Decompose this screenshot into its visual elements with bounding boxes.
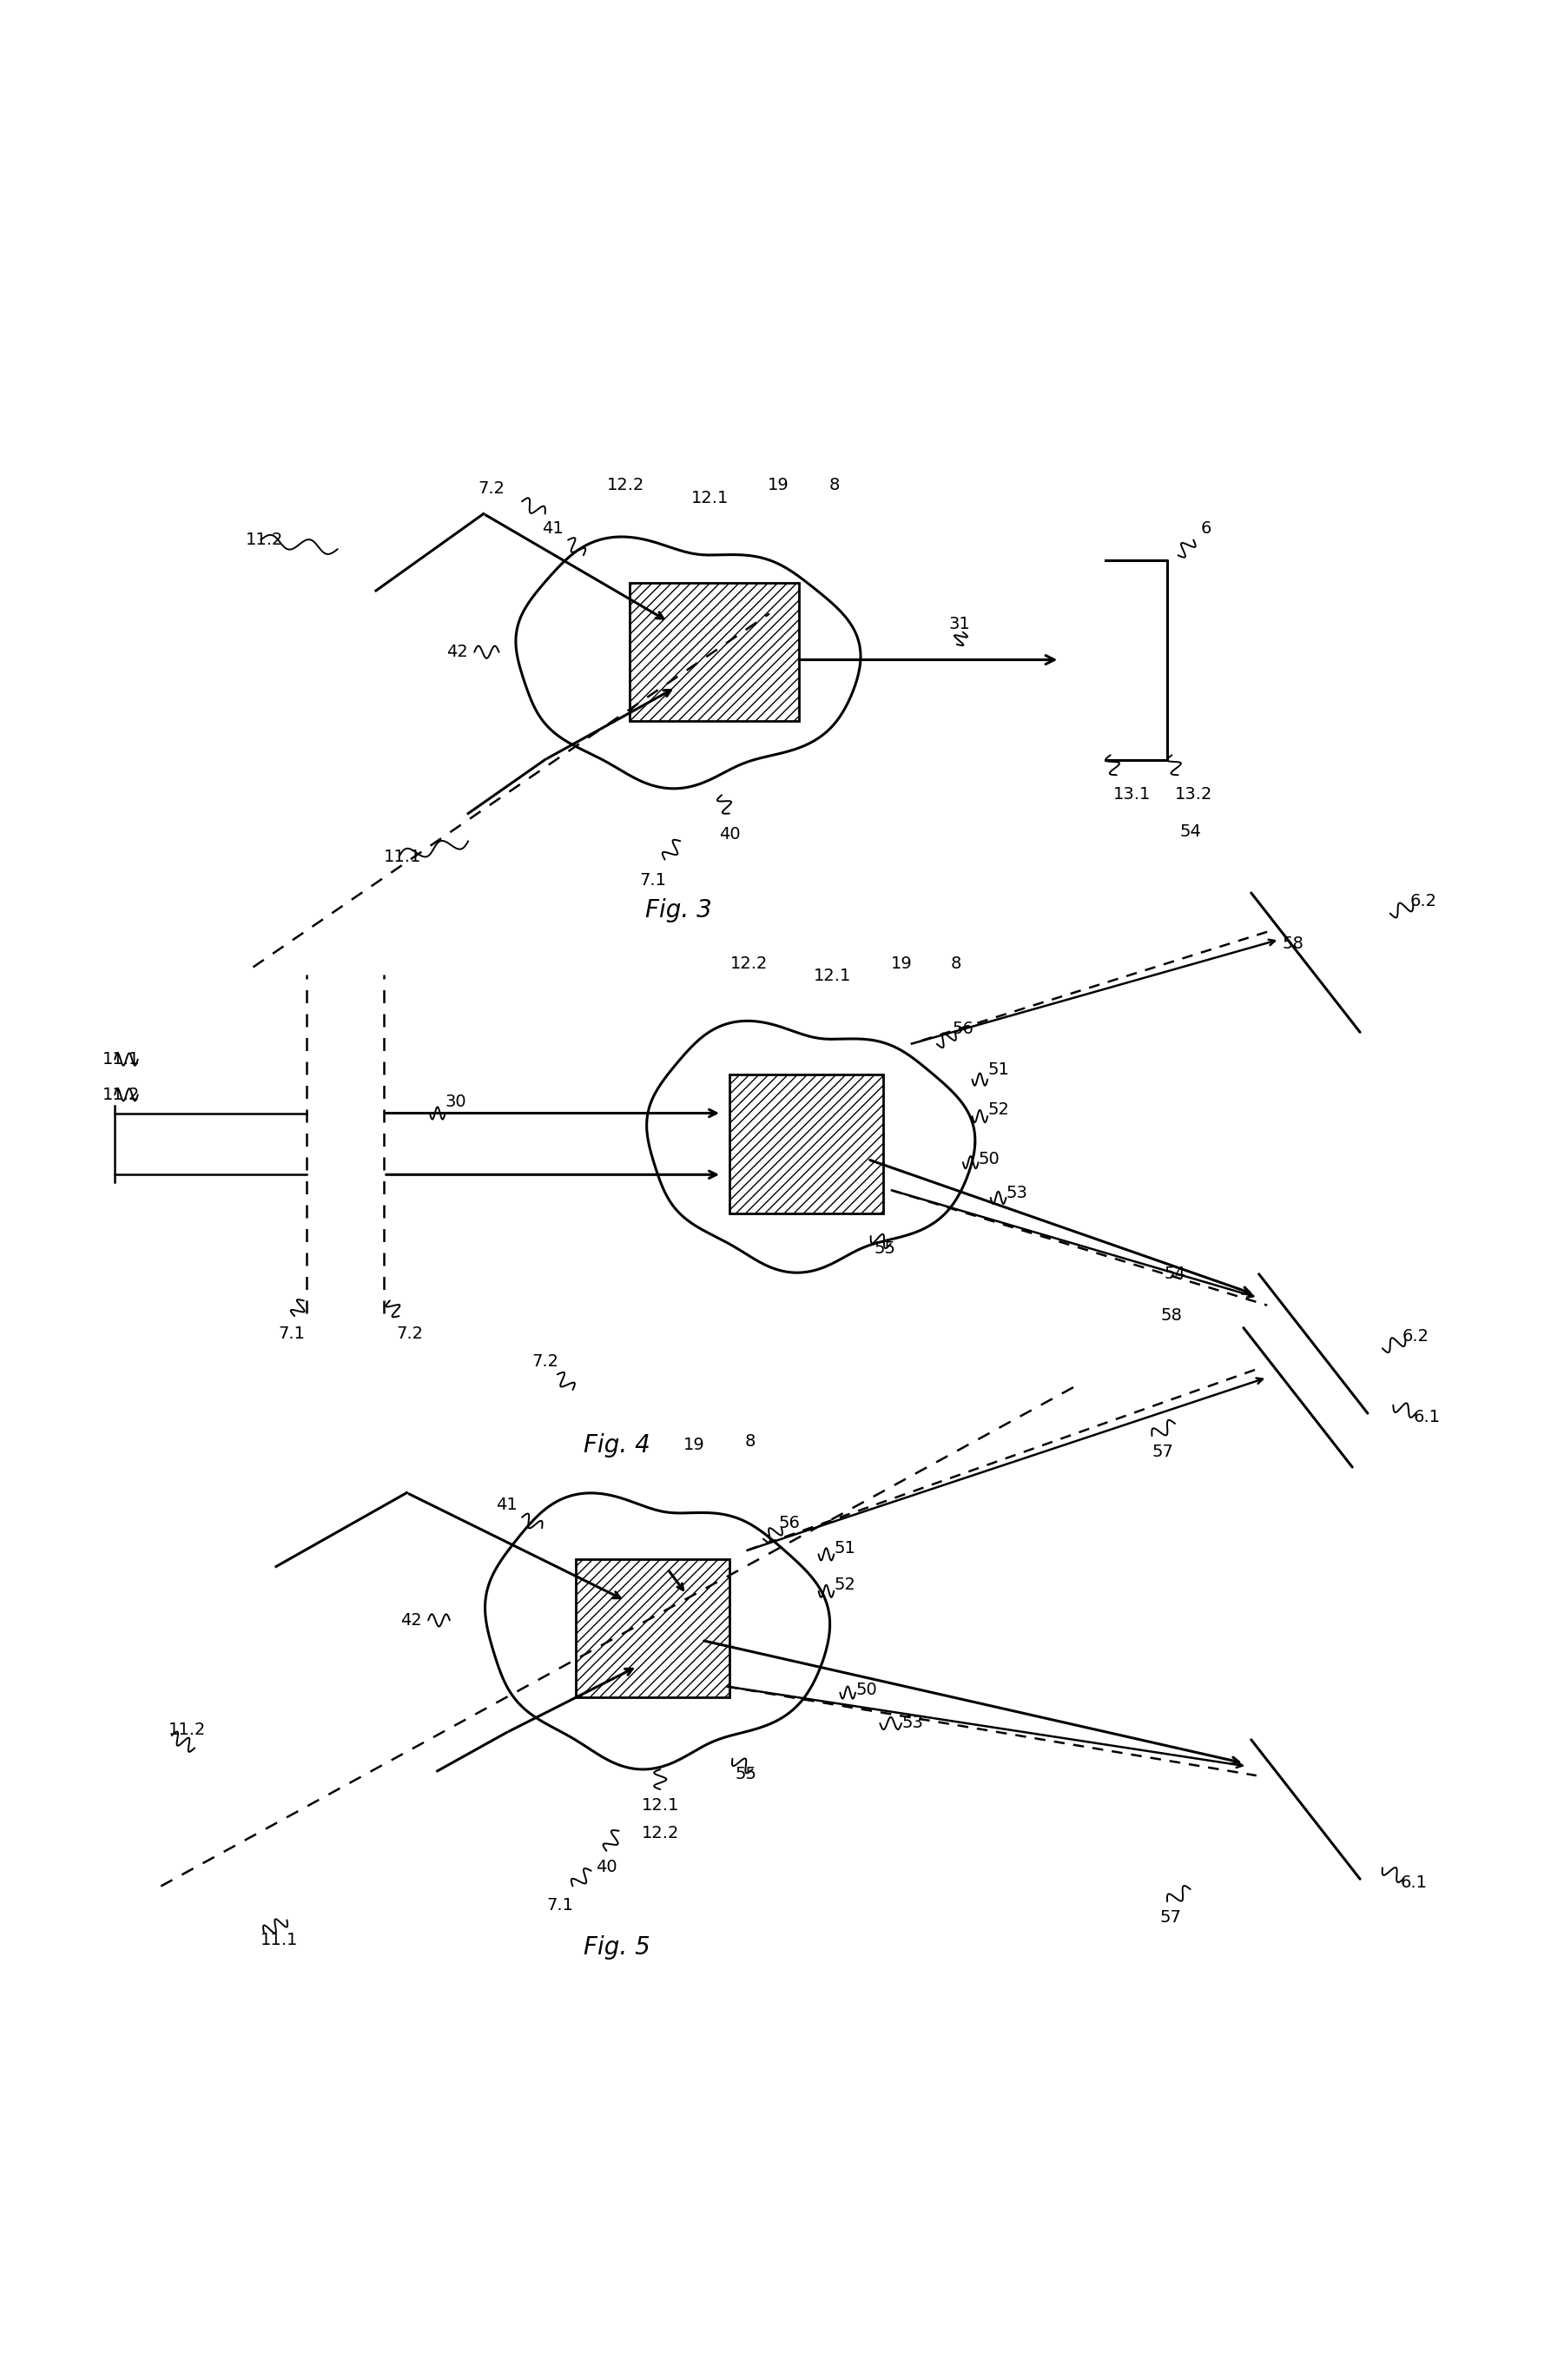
Text: 11.1: 11.1 — [383, 847, 422, 864]
Text: 52: 52 — [988, 1102, 1010, 1119]
Text: 31: 31 — [949, 616, 971, 633]
Text: 53: 53 — [901, 1716, 923, 1733]
Text: 6.2: 6.2 — [1402, 1328, 1430, 1345]
Text: 7.1: 7.1 — [548, 1897, 574, 1914]
Text: 12.1: 12.1 — [692, 490, 729, 507]
Text: 41: 41 — [496, 1497, 518, 1514]
Bar — [729, 1076, 883, 1214]
Text: 42: 42 — [447, 645, 468, 659]
Bar — [630, 583, 799, 721]
Text: 12.2: 12.2 — [642, 1825, 679, 1842]
Text: 58: 58 — [1162, 1307, 1183, 1323]
Text: 19: 19 — [684, 1435, 704, 1452]
Text: Fig. 5: Fig. 5 — [583, 1935, 650, 1959]
Text: 6.1: 6.1 — [1413, 1409, 1439, 1426]
Text: 19: 19 — [890, 954, 912, 971]
Text: 8: 8 — [951, 954, 962, 971]
Text: 8: 8 — [744, 1433, 755, 1449]
Text: 30: 30 — [445, 1092, 467, 1109]
Text: 7.1: 7.1 — [278, 1326, 306, 1342]
Text: 51: 51 — [834, 1540, 856, 1557]
Text: 12.2: 12.2 — [731, 954, 768, 971]
Text: 7.2: 7.2 — [532, 1354, 558, 1371]
Text: 12.2: 12.2 — [608, 478, 645, 493]
Text: 51: 51 — [988, 1061, 1010, 1078]
Text: 7.1: 7.1 — [639, 871, 665, 888]
Text: 7.2: 7.2 — [478, 481, 504, 497]
Text: 55: 55 — [735, 1766, 757, 1783]
Text: 56: 56 — [779, 1516, 800, 1533]
Text: 53: 53 — [1007, 1185, 1028, 1202]
Text: 13.2: 13.2 — [1176, 785, 1213, 802]
Text: 50: 50 — [856, 1680, 876, 1697]
Text: 11.1: 11.1 — [102, 1052, 140, 1069]
Text: 50: 50 — [979, 1152, 1000, 1169]
Text: 11.2: 11.2 — [102, 1085, 140, 1102]
Text: 6.2: 6.2 — [1410, 892, 1438, 909]
Text: 11.2: 11.2 — [245, 531, 284, 547]
Text: 42: 42 — [400, 1611, 422, 1628]
Text: 7.2: 7.2 — [396, 1326, 423, 1342]
Text: 19: 19 — [768, 478, 789, 493]
Text: Fig. 3: Fig. 3 — [645, 897, 712, 923]
Bar — [575, 1559, 729, 1697]
Text: 58: 58 — [1283, 935, 1304, 952]
Text: 40: 40 — [596, 1859, 617, 1875]
Text: 41: 41 — [541, 521, 563, 538]
Text: 11.2: 11.2 — [169, 1721, 206, 1737]
Text: 12.1: 12.1 — [642, 1797, 679, 1814]
Text: 6.1: 6.1 — [1401, 1875, 1428, 1892]
Text: 40: 40 — [718, 826, 740, 843]
Text: 8: 8 — [830, 478, 841, 493]
Text: 6: 6 — [1200, 521, 1211, 538]
Text: 57: 57 — [1160, 1909, 1182, 1925]
Text: 12.1: 12.1 — [814, 969, 851, 983]
Text: 52: 52 — [834, 1576, 856, 1592]
Text: 11.1: 11.1 — [261, 1933, 298, 1949]
Text: Fig. 4: Fig. 4 — [583, 1433, 650, 1457]
Text: 56: 56 — [952, 1021, 974, 1038]
Text: 54: 54 — [1165, 1266, 1187, 1283]
Text: 55: 55 — [873, 1240, 895, 1257]
Text: 54: 54 — [1180, 823, 1200, 840]
Text: 13.1: 13.1 — [1114, 785, 1151, 802]
Text: 57: 57 — [1152, 1445, 1174, 1459]
